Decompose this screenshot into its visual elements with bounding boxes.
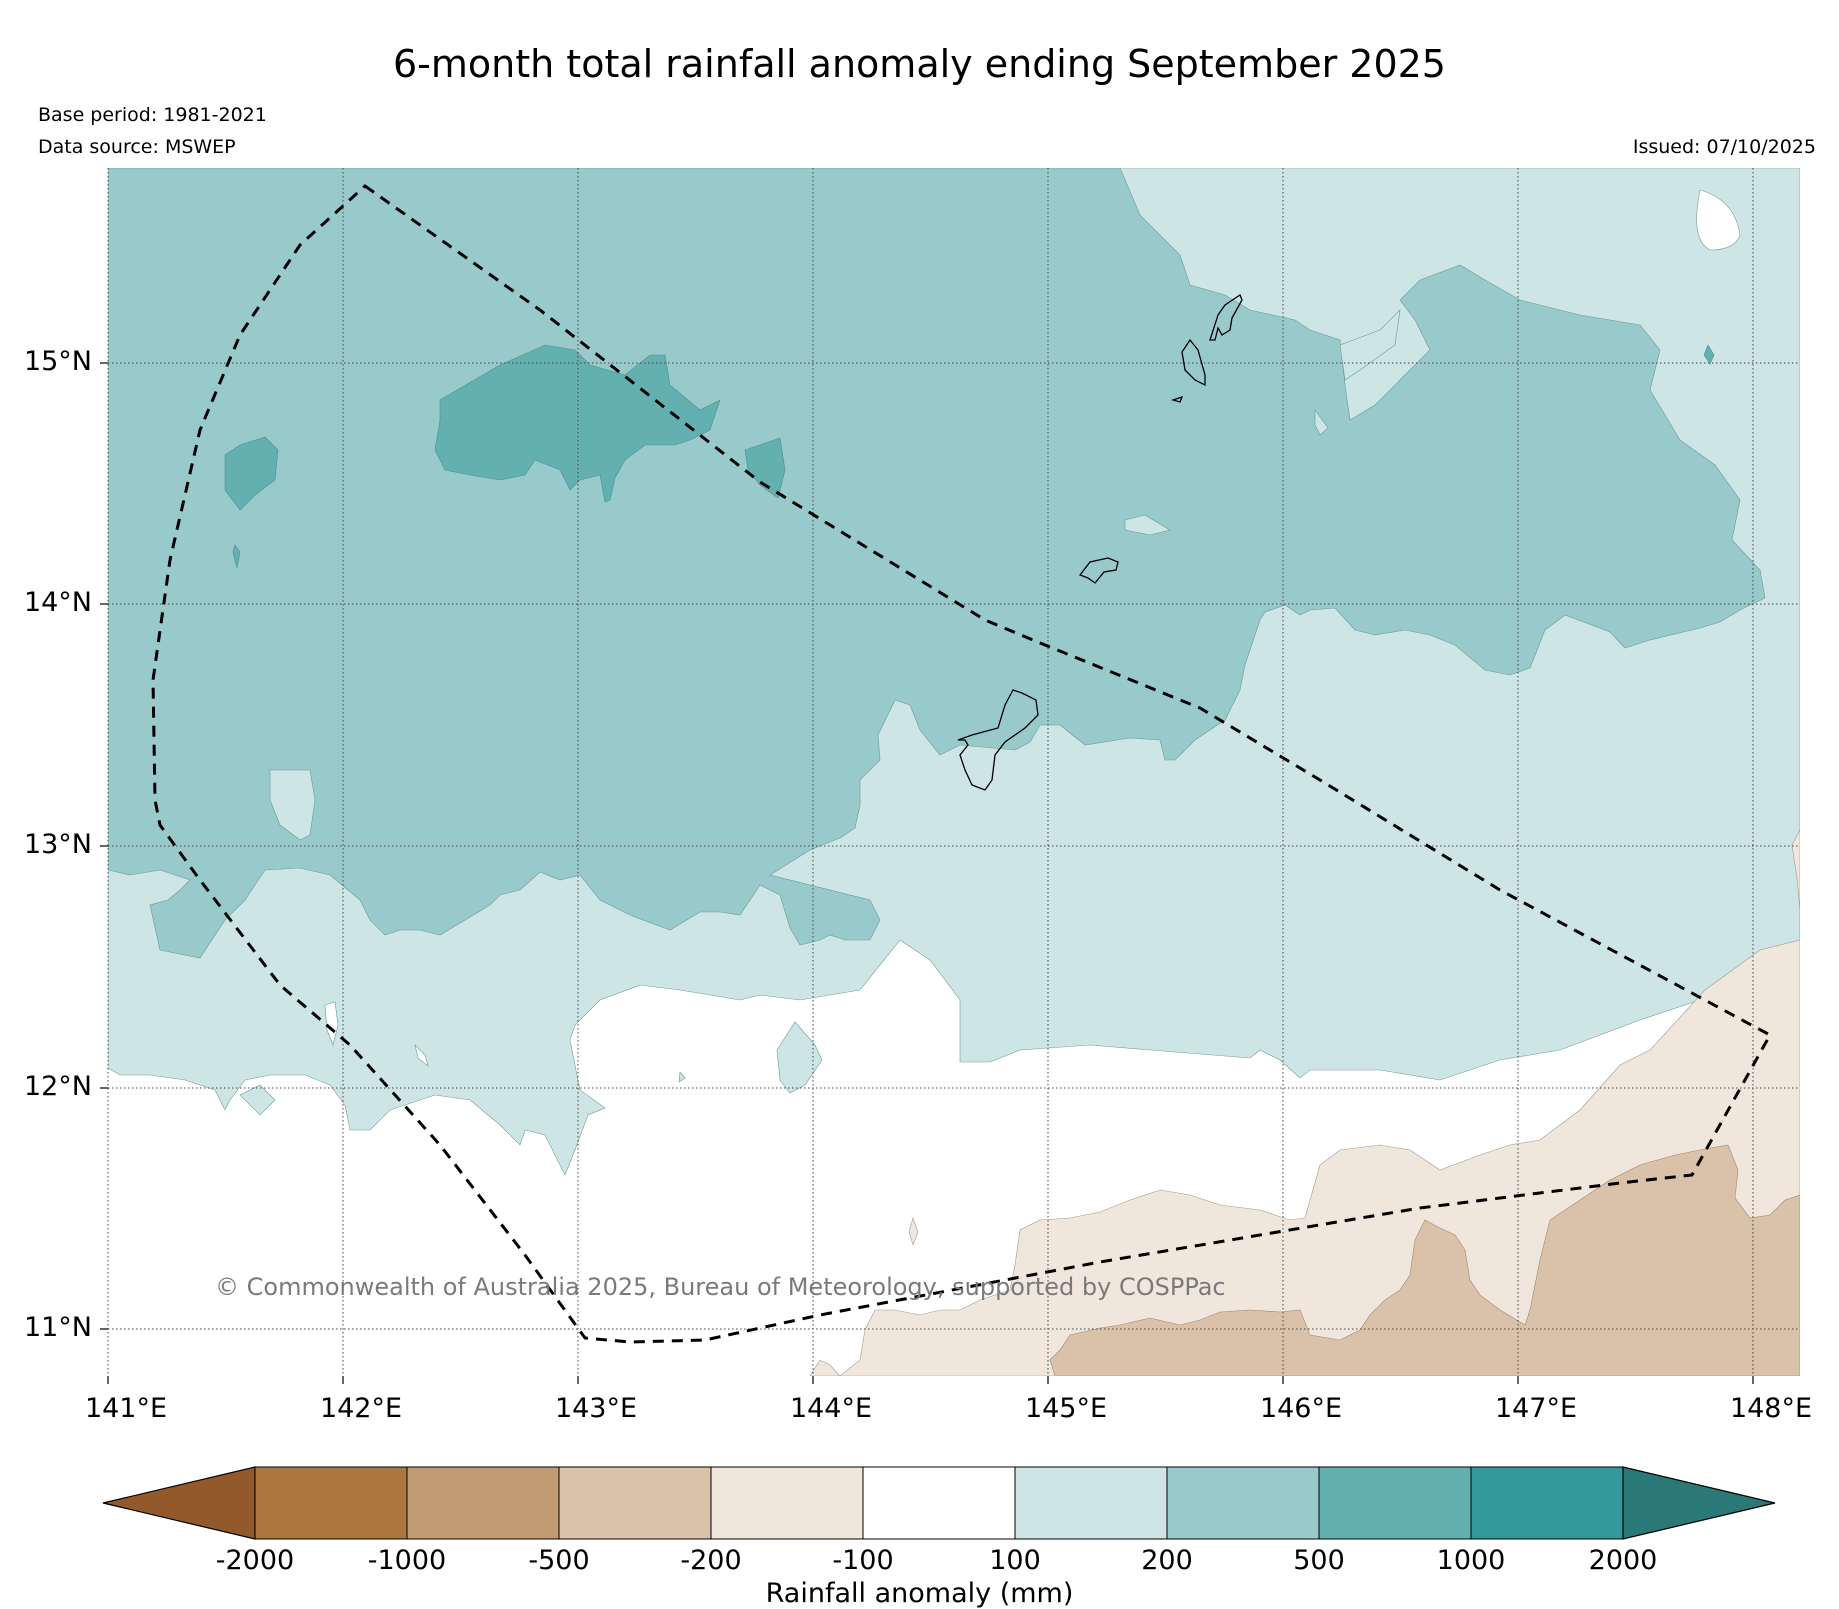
pocket-2 <box>1124 514 1171 536</box>
lat-label-14n: 14°N <box>23 587 92 618</box>
data-source-note: Data source: MSWEP <box>38 136 236 158</box>
colorbar-swatch-2 <box>406 1466 560 1540</box>
lon-label-144e: 144°E <box>789 1393 873 1424</box>
anomaly-field <box>108 168 1800 1376</box>
colorbar-tick-minus200: -200 <box>680 1545 742 1576</box>
colorbar-swatch-7 <box>1166 1466 1320 1540</box>
lon-label-143e: 143°E <box>554 1393 638 1424</box>
axis-ticks <box>100 362 1754 1384</box>
colorbar-tick-2000: 2000 <box>1588 1545 1658 1576</box>
pocket-1 <box>269 769 316 841</box>
graticule <box>107 168 1800 1376</box>
band-500-1000-a <box>434 344 721 503</box>
band-500-1000-b <box>744 437 786 499</box>
colorbar-tick-minus1000: -1000 <box>367 1545 447 1576</box>
pocket-3 <box>1314 409 1329 436</box>
lat-label-11n: 11°N <box>23 1312 92 1343</box>
lat-label-12n: 12°N <box>23 1071 92 1102</box>
band-500-1000-d <box>1703 344 1715 365</box>
colorbar-tick-minus100: -100 <box>832 1545 894 1576</box>
colorbar-tick-minus500: -500 <box>528 1545 590 1576</box>
issued-date: Issued: 07/10/2025 <box>1632 136 1816 158</box>
colorbar-extend-high <box>1622 1466 1776 1540</box>
band-minus500-minus200 <box>1049 1144 1800 1376</box>
dry-islet-2 <box>414 1044 429 1067</box>
lat-label-15n: 15°N <box>23 346 92 377</box>
colorbar <box>102 1466 1776 1540</box>
colorbar-tick-1000: 1000 <box>1436 1545 1506 1576</box>
band-500-1000-e <box>232 544 241 569</box>
base-period-note: Base period: 1981-2021 <box>38 104 267 126</box>
map-title: 6-month total rainfall anomaly ending Se… <box>393 42 1446 86</box>
lon-label-148e: 148°E <box>1729 1393 1813 1424</box>
copyright-notice: © Commonwealth of Australia 2025, Bureau… <box>215 1273 1226 1301</box>
region-outline <box>151 184 1773 1344</box>
colorbar-swatch-1 <box>254 1466 408 1540</box>
wet-islet-3 <box>678 1071 686 1083</box>
island-coastlines <box>957 294 1243 791</box>
tan-islet <box>908 1217 919 1246</box>
colorbar-tick-200: 200 <box>1141 1545 1193 1576</box>
island-tinian <box>1181 338 1206 387</box>
dry-pocket <box>1696 189 1741 251</box>
colorbar-tick-100: 100 <box>989 1545 1041 1576</box>
colorbar-swatch-4 <box>710 1466 864 1540</box>
lat-label-13n: 13°N <box>23 829 92 860</box>
colorbar-tick-minus2000: -2000 <box>215 1545 295 1576</box>
lon-label-145e: 145°E <box>1024 1393 1108 1424</box>
lon-label-146e: 146°E <box>1259 1393 1343 1424</box>
island-rota <box>1078 557 1119 584</box>
colorbar-label: Rainfall anomaly (mm) <box>765 1578 1074 1609</box>
pocket-4 <box>1339 309 1401 381</box>
colorbar-tick-500: 500 <box>1293 1545 1345 1576</box>
colorbar-swatch-5 <box>862 1466 1016 1540</box>
colorbar-swatch-3 <box>558 1466 712 1540</box>
colorbar-swatch-8 <box>1318 1466 1472 1540</box>
island-saipan <box>1209 294 1243 341</box>
lon-label-147e: 147°E <box>1494 1393 1578 1424</box>
islet-aguijan <box>1170 395 1184 403</box>
lon-label-141e: 141°E <box>84 1393 168 1424</box>
colorbar-swatch-9 <box>1470 1466 1624 1540</box>
band-500-1000-c <box>224 436 279 511</box>
colorbar-swatch-6 <box>1014 1466 1168 1540</box>
colorbar-extend-low <box>102 1466 256 1540</box>
lon-label-142e: 142°E <box>319 1393 403 1424</box>
island-guam <box>957 689 1039 791</box>
wet-islet-1 <box>776 1021 823 1094</box>
